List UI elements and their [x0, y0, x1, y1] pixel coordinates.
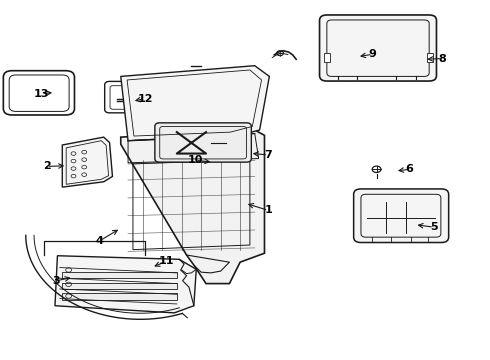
Text: 5: 5 [430, 222, 438, 232]
Text: 3: 3 [52, 276, 60, 286]
Bar [62, 283, 177, 289]
Text: 10: 10 [188, 156, 203, 165]
Text: 6: 6 [406, 164, 414, 174]
Text: 4: 4 [96, 236, 104, 246]
FancyBboxPatch shape [354, 189, 449, 243]
Polygon shape [121, 130, 265, 284]
Polygon shape [62, 137, 113, 187]
FancyBboxPatch shape [319, 15, 437, 81]
Text: 2: 2 [43, 161, 50, 171]
Polygon shape [121, 66, 270, 141]
Bar [324, 53, 330, 62]
Text: 1: 1 [265, 205, 272, 215]
Bar [62, 293, 177, 300]
Text: 9: 9 [368, 49, 377, 59]
Text: 12: 12 [137, 94, 153, 104]
Text: 11: 11 [158, 256, 174, 266]
Text: 7: 7 [265, 150, 272, 160]
Text: 13: 13 [34, 89, 49, 99]
Bar [62, 272, 177, 278]
Bar [427, 53, 433, 62]
Text: 8: 8 [439, 54, 446, 64]
FancyBboxPatch shape [155, 123, 251, 162]
Polygon shape [55, 256, 196, 313]
